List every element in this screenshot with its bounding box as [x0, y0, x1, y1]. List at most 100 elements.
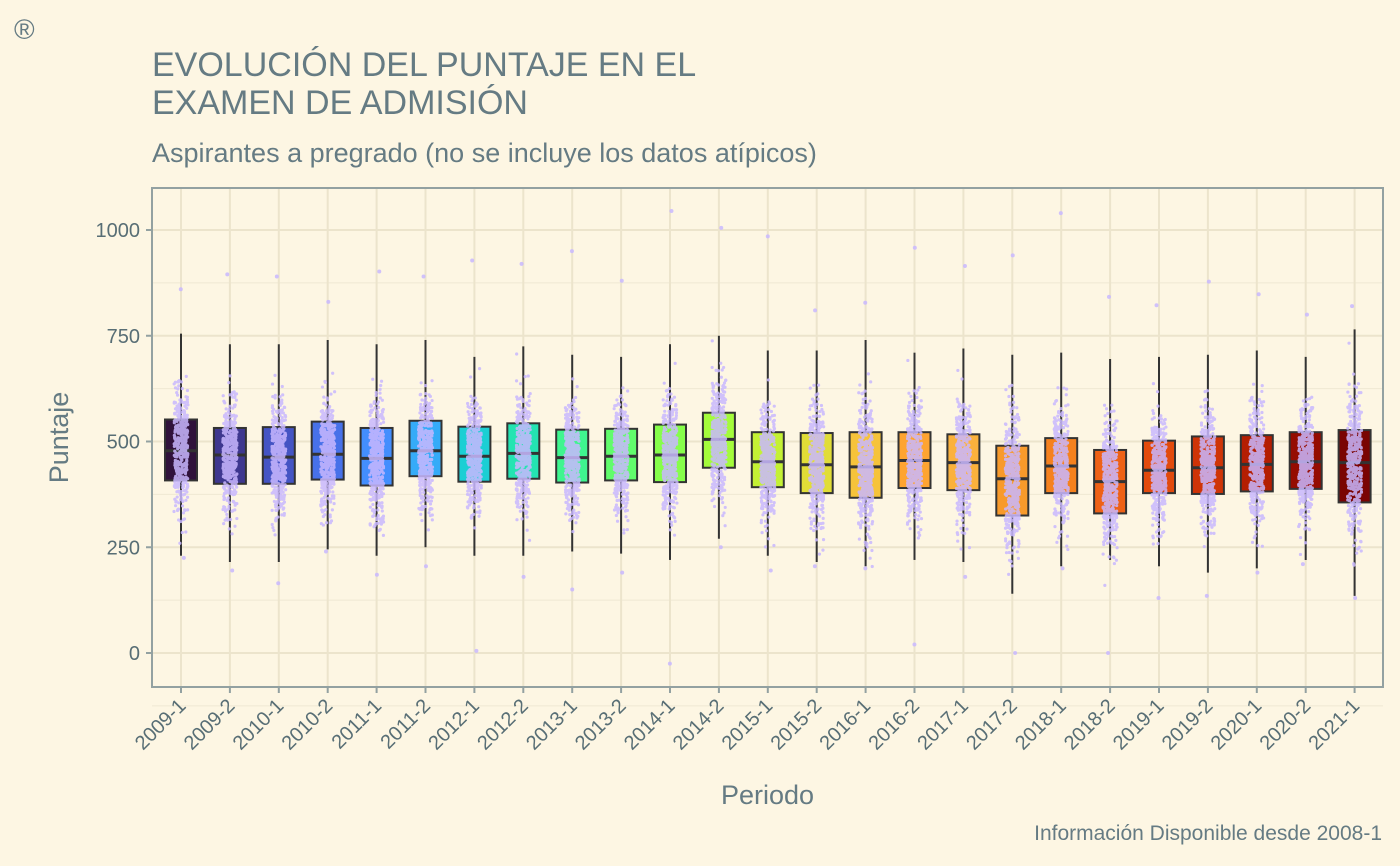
jitter-point — [333, 390, 337, 394]
jitter-point — [661, 454, 666, 458]
jitter-point — [368, 432, 372, 437]
jitter-point — [325, 447, 330, 452]
jitter-point — [184, 420, 188, 424]
jitter-point — [272, 469, 276, 473]
jitter-point — [222, 505, 226, 509]
jitter-point — [231, 395, 235, 399]
jitter-point — [321, 472, 325, 476]
jitter-point — [669, 446, 673, 451]
jitter-point — [183, 441, 187, 445]
jitter-point — [516, 456, 520, 460]
jitter-point — [477, 495, 481, 499]
jitter-point — [571, 377, 575, 381]
jitter-point — [721, 389, 725, 393]
jitter-point — [565, 506, 569, 511]
jitter-point — [224, 438, 228, 443]
jitter-point — [227, 436, 231, 440]
jitter-point — [181, 511, 186, 515]
jitter-point — [418, 488, 422, 492]
jitter-point — [319, 499, 323, 504]
jitter-point — [179, 380, 183, 384]
jitter-point — [369, 404, 373, 408]
jitter-point — [379, 504, 383, 509]
jitter-point — [270, 478, 275, 482]
jitter-point — [270, 491, 274, 495]
jitter-point — [526, 445, 530, 449]
jitter-point — [616, 417, 620, 421]
jitter-point — [327, 427, 331, 431]
jitter-point — [674, 487, 678, 491]
jitter-point — [185, 395, 189, 399]
jitter-point — [568, 484, 572, 488]
jitter-point — [668, 490, 673, 494]
jitter-point — [514, 420, 519, 424]
jitter-point — [270, 432, 274, 436]
jitter-point — [221, 451, 225, 455]
jitter-point — [173, 380, 178, 384]
jitter-point — [223, 426, 227, 430]
jitter-point — [282, 459, 287, 464]
jitter-point — [515, 397, 519, 401]
jitter-point — [521, 500, 525, 504]
jitter-point — [231, 499, 235, 503]
jitter-point — [615, 398, 619, 402]
jitter-point — [377, 475, 381, 479]
jitter-point — [420, 468, 424, 473]
jitter-point — [420, 443, 424, 447]
jitter-point — [474, 424, 478, 429]
jitter-point — [228, 470, 232, 474]
jitter-point — [514, 487, 518, 492]
jitter-point — [479, 483, 483, 488]
jitter-point — [233, 524, 237, 528]
jitter-point — [526, 496, 530, 500]
jitter-point-extreme — [669, 208, 674, 213]
jitter-point — [323, 513, 327, 517]
jitter-point — [182, 430, 186, 434]
jitter-point — [666, 394, 670, 398]
jitter-point — [176, 426, 180, 431]
jitter-point — [626, 389, 630, 393]
jitter-point — [234, 398, 238, 402]
jitter-point-extreme — [374, 572, 379, 577]
jitter-point — [612, 491, 616, 495]
jitter-point — [182, 469, 187, 474]
jitter-point — [673, 478, 677, 482]
jitter-point — [569, 413, 574, 417]
jitter-point — [329, 453, 334, 457]
jitter-point — [527, 461, 531, 465]
jitter-point-extreme — [667, 661, 672, 666]
jitter-point — [319, 426, 324, 430]
jitter-point — [577, 510, 581, 515]
jitter-point — [430, 507, 434, 511]
jitter-point — [323, 499, 327, 503]
jitter-point — [280, 447, 284, 451]
jitter-point — [667, 507, 671, 511]
jitter-point — [525, 414, 529, 418]
jitter-point — [622, 528, 626, 532]
jitter-point — [576, 436, 580, 440]
jitter-point — [428, 502, 433, 506]
jitter-point — [227, 527, 231, 531]
jitter-point — [273, 457, 278, 462]
jitter-point — [228, 517, 233, 522]
jitter-point — [181, 499, 185, 504]
jitter-point — [470, 476, 475, 480]
jitter-point — [520, 473, 525, 477]
jitter-point — [222, 430, 227, 435]
jitter-point — [479, 411, 483, 415]
jitter-point — [673, 361, 677, 365]
jitter-point — [666, 415, 671, 419]
jitter-point — [574, 432, 579, 437]
jitter-point — [570, 473, 574, 477]
jitter-point — [419, 381, 423, 385]
jitter-point — [430, 449, 434, 453]
jitter-point — [278, 413, 282, 418]
jitter-point — [279, 419, 283, 423]
jitter-point — [230, 421, 234, 425]
jitter-point — [232, 427, 236, 431]
jitter-point — [280, 489, 284, 493]
jitter-point — [371, 469, 376, 473]
jitter-point — [281, 497, 285, 501]
jitter-point — [179, 519, 183, 524]
jitter-point — [430, 518, 434, 522]
